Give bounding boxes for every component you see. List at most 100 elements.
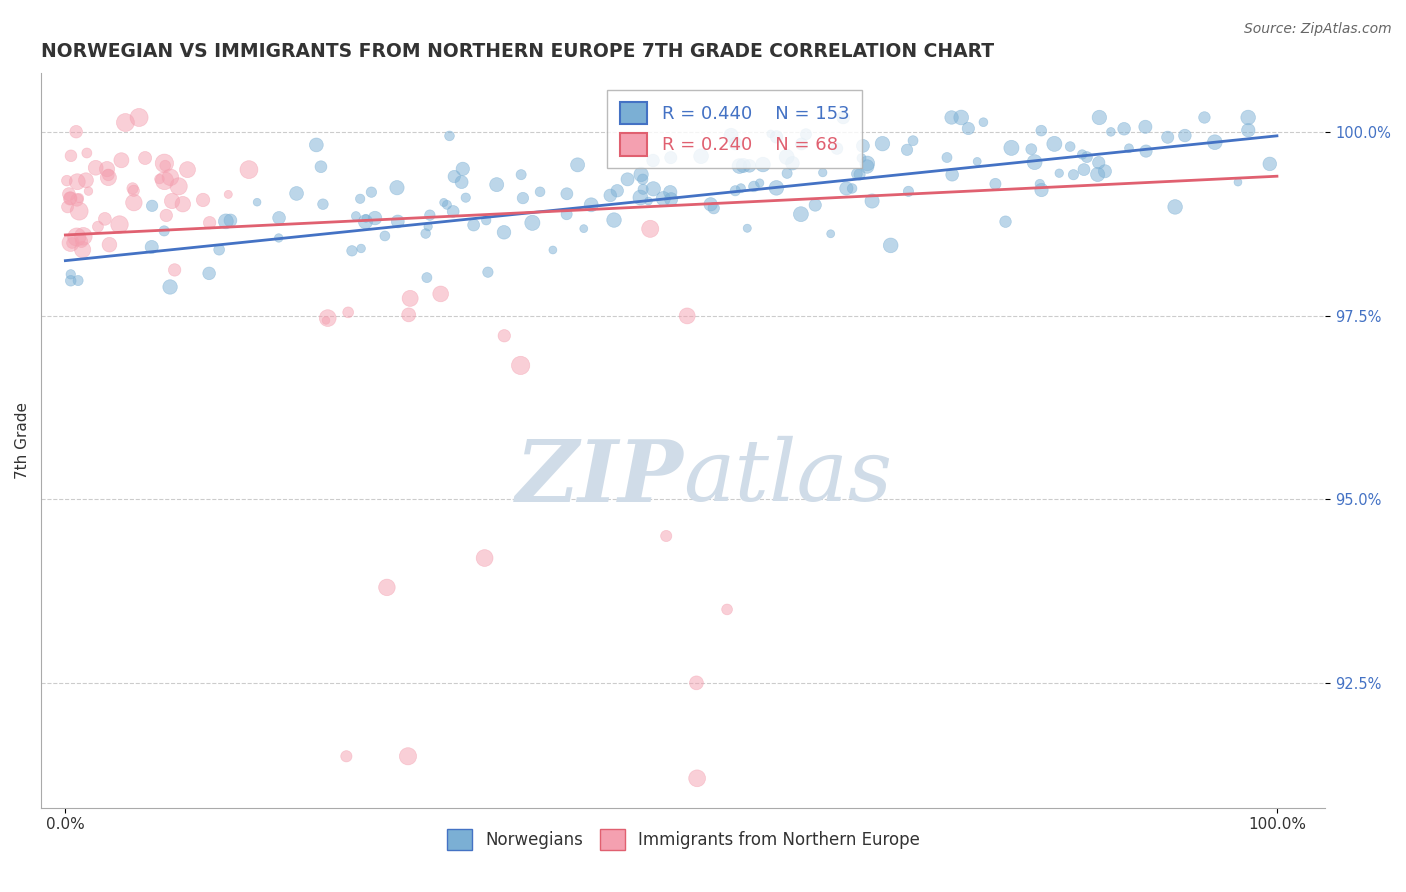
- Point: [59, 268, 82, 282]
- Point: [512, 191, 534, 205]
- Point: [121, 181, 143, 195]
- Point: [994, 215, 1017, 229]
- Point: [1047, 166, 1070, 180]
- Text: NORWEGIAN VS IMMIGRANTS FROM NORTHERN EUROPE 7TH GRADE CORRELATION CHART: NORWEGIAN VS IMMIGRANTS FROM NORTHERN EU…: [41, 42, 994, 61]
- Point: [685, 676, 707, 690]
- Point: [509, 359, 531, 373]
- Point: [340, 244, 363, 258]
- Point: [153, 174, 176, 188]
- Point: [312, 197, 335, 211]
- Point: [742, 179, 765, 194]
- Point: [59, 274, 82, 288]
- Point: [335, 749, 357, 764]
- Point: [555, 207, 578, 221]
- Point: [936, 151, 959, 165]
- Point: [690, 149, 713, 163]
- Point: [510, 168, 533, 182]
- Point: [66, 175, 89, 189]
- Point: [1000, 141, 1022, 155]
- Point: [198, 266, 221, 280]
- Point: [153, 224, 176, 238]
- Point: [1118, 141, 1140, 155]
- Point: [794, 128, 817, 142]
- Point: [285, 186, 308, 201]
- Point: [1043, 136, 1066, 151]
- Point: [522, 216, 544, 230]
- Point: [159, 170, 181, 185]
- Point: [153, 156, 176, 170]
- Point: [141, 240, 163, 254]
- Text: ZIP: ZIP: [516, 435, 683, 519]
- Point: [67, 204, 90, 219]
- Point: [110, 153, 132, 168]
- Point: [396, 749, 419, 764]
- Point: [66, 230, 89, 244]
- Point: [728, 159, 751, 173]
- Point: [59, 149, 82, 163]
- Point: [856, 156, 879, 170]
- Point: [776, 150, 799, 164]
- Point: [344, 209, 367, 223]
- Point: [879, 238, 901, 252]
- Point: [72, 243, 94, 257]
- Point: [56, 174, 79, 188]
- Legend: R = 0.440    N = 153, R = 0.240    N = 68: R = 0.440 N = 153, R = 0.240 N = 68: [607, 90, 862, 169]
- Point: [128, 111, 150, 125]
- Point: [217, 187, 239, 202]
- Point: [418, 219, 440, 234]
- Point: [748, 176, 770, 190]
- Point: [122, 195, 145, 210]
- Point: [655, 529, 678, 543]
- Point: [485, 178, 508, 192]
- Point: [163, 263, 186, 277]
- Point: [1031, 183, 1053, 197]
- Point: [603, 213, 626, 227]
- Point: [399, 292, 422, 306]
- Point: [628, 190, 651, 204]
- Point: [72, 229, 94, 244]
- Point: [529, 185, 551, 199]
- Point: [616, 172, 638, 186]
- Point: [950, 111, 973, 125]
- Point: [360, 185, 382, 199]
- Point: [765, 181, 787, 195]
- Point: [364, 211, 387, 225]
- Point: [1174, 128, 1197, 143]
- Point: [676, 309, 699, 323]
- Point: [659, 185, 682, 199]
- Point: [155, 209, 177, 223]
- Point: [730, 181, 752, 195]
- Point: [752, 157, 775, 171]
- Point: [630, 168, 652, 182]
- Point: [1019, 142, 1042, 156]
- Point: [1237, 123, 1260, 137]
- Point: [1031, 123, 1053, 137]
- Point: [215, 214, 238, 228]
- Point: [160, 194, 183, 208]
- Point: [60, 235, 83, 250]
- Point: [1062, 168, 1084, 182]
- Point: [198, 216, 221, 230]
- Point: [686, 772, 709, 786]
- Point: [354, 211, 377, 226]
- Point: [385, 180, 408, 194]
- Point: [765, 129, 787, 144]
- Point: [76, 146, 98, 161]
- Point: [441, 204, 464, 219]
- Point: [832, 111, 855, 125]
- Point: [309, 160, 332, 174]
- Point: [87, 219, 110, 234]
- Point: [972, 115, 994, 129]
- Point: [1194, 111, 1216, 125]
- Point: [122, 184, 145, 198]
- Point: [451, 161, 474, 176]
- Point: [98, 237, 121, 252]
- Point: [354, 215, 377, 229]
- Point: [1164, 200, 1187, 214]
- Point: [66, 193, 89, 207]
- Point: [84, 161, 107, 175]
- Point: [643, 182, 665, 196]
- Point: [631, 172, 654, 186]
- Point: [652, 192, 675, 206]
- Point: [477, 265, 499, 279]
